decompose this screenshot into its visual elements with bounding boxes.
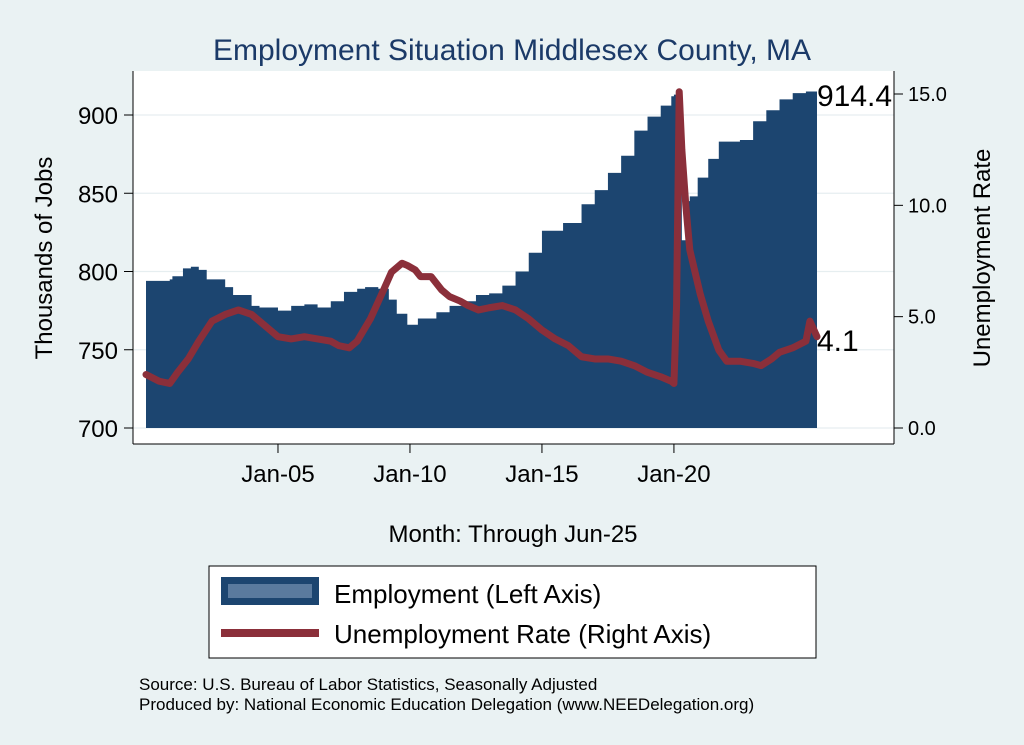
right-tick-label-3: 15.0 (908, 84, 947, 106)
source-line-2: Produced by: National Economic Education… (139, 695, 754, 714)
left-axis-ticks: 700 750 800 850 900 (78, 103, 133, 443)
employment-area (146, 91, 817, 429)
right-tick-label-1: 5.0 (908, 307, 936, 329)
x-tick-label-3: Jan-20 (637, 461, 710, 488)
left-tick-label-4: 900 (78, 103, 118, 130)
unemployment-end-label: 4.1 (817, 325, 859, 358)
chart-title: Employment Situation Middlesex County, M… (213, 34, 811, 67)
left-tick-label-1: 750 (78, 338, 118, 365)
x-tick-label-2: Jan-15 (505, 461, 578, 488)
right-axis-ticks: 0.0 5.0 10.0 15.0 (894, 84, 947, 440)
legend-swatch-employment-inner (228, 584, 312, 598)
source-line-1: Source: U.S. Bureau of Labor Statistics,… (139, 675, 597, 694)
left-tick-label-2: 800 (78, 260, 118, 287)
right-axis-title: Unemployment Rate (969, 149, 996, 368)
unemployment-line (142, 88, 821, 387)
employment-area-layer (146, 91, 817, 429)
legend: Employment (Left Axis) Unemployment Rate… (208, 565, 817, 659)
right-tick-label-2: 10.0 (908, 195, 947, 217)
left-axis-title: Thousands of Jobs (31, 157, 58, 360)
left-tick-label-3: 850 (78, 181, 118, 208)
x-axis-title: Month: Through Jun-25 (388, 521, 637, 548)
x-tick-label-1: Jan-10 (373, 461, 446, 488)
unemployment-line-layer (142, 88, 821, 387)
legend-label-employment: Employment (Left Axis) (334, 579, 601, 609)
right-tick-label-0: 0.0 (908, 418, 936, 440)
employment-end-label: 914.4 (817, 80, 892, 113)
left-tick-label-0: 700 (78, 416, 118, 443)
x-axis-ticks: Jan-05 Jan-10 Jan-15 Jan-20 (241, 444, 711, 488)
legend-label-unemployment: Unemployment Rate (Right Axis) (334, 619, 711, 649)
x-tick-label-0: Jan-05 (241, 461, 314, 488)
